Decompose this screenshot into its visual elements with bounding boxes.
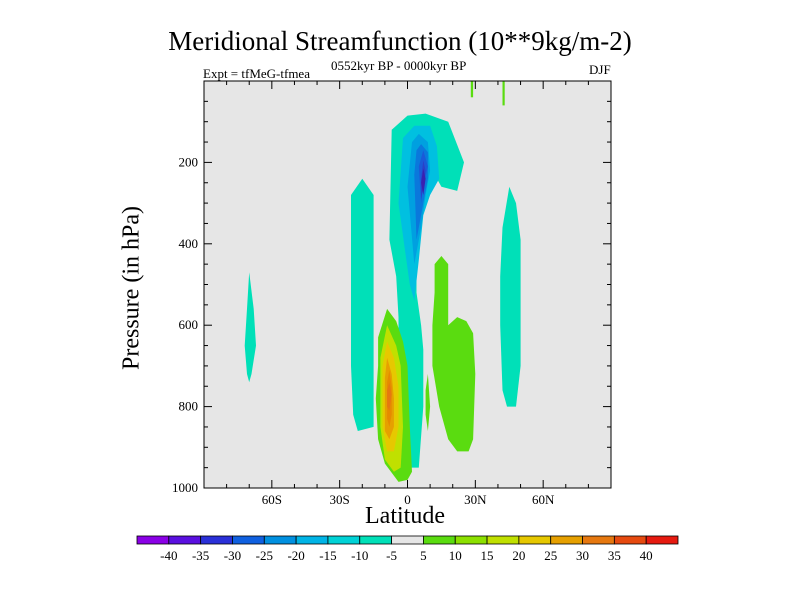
contour-region-nh-band-east [500,186,521,407]
y-tick-label: 200 [179,154,199,169]
y-tick-label: 400 [179,236,199,251]
colorbar-swatch [613,535,647,545]
colorbar: -40 -35 -30 -25 -20 -15 -10 -5 5 10 15 20 25 30 35 40 [136,535,679,563]
colorbar-label: -15 [319,548,336,563]
colorbar-swatch [232,535,265,545]
x-axis-label: Latitude [365,503,445,529]
colorbar-swatch [168,535,202,545]
colorbar-swatch [327,535,361,545]
x-tick-label: 30S [330,492,350,507]
colorbar-swatch [359,535,392,545]
season-label: DJF [589,62,611,77]
period-label: 0552kyr BP - 0000kyr BP [331,58,467,73]
contour-region-jet-core-35 [421,168,426,195]
colorbar-label: 15 [481,548,494,563]
chart-title: Meridional Streamfunction (10**9kg/m-2) [168,26,632,56]
contour-region-sh-band-west [351,178,374,431]
contour-region-nh-green-spot [425,374,431,431]
colorbar-swatch [454,535,488,545]
experiment-label: Expt = tfMeG-tfmea [203,66,310,81]
contour-region-nh-upper-anomaly [470,81,474,98]
colorbar-swatch [645,535,679,545]
colorbar-label: -35 [192,548,209,563]
minor-ticks [204,81,611,488]
x-tick-label: 0 [404,492,411,507]
contour-region-nh-upper-anomaly-2 [502,81,505,106]
y-tick-label: 1000 [172,480,198,495]
colorbar-label: 30 [576,548,589,563]
contour-region-nh-green-lobe [432,256,476,452]
colorbar-swatch [582,535,615,545]
colorbar-label: 25 [544,548,557,563]
x-tick-label: 60N [532,492,555,507]
y-ticks: 200 400 600 800 1000 [172,154,611,495]
colorbar-label: -20 [287,548,304,563]
colorbar-swatch [423,535,456,545]
colorbar-label: -40 [160,548,177,563]
contour-region-sh-column-far [244,272,256,383]
contour-region-hadley-30 [387,382,392,411]
colorbar-swatch [518,535,552,545]
colorbar-swatch [486,535,520,545]
x-tick-label: 60S [262,492,282,507]
x-tick-label: 30N [464,492,487,507]
colorbar-label: 35 [608,548,621,563]
colorbar-label: -5 [386,548,397,563]
y-tick-label: 600 [179,317,199,332]
colorbar-label: 40 [640,548,653,563]
colorbar-swatch [391,535,424,545]
colorbar-label: -10 [351,548,368,563]
contour-fills [244,81,521,482]
colorbar-swatch [200,535,233,545]
colorbar-swatch [263,535,297,545]
x-ticks: 60S 30S 0 30N 60N [262,81,555,507]
colorbar-label: -30 [224,548,241,563]
colorbar-label: 20 [512,548,525,563]
y-tick-label: 800 [179,399,199,414]
colorbar-swatch [295,535,329,545]
colorbar-swatch [550,535,583,545]
colorbar-swatch [136,535,170,545]
colorbar-label: 10 [449,548,462,563]
colorbar-label: -25 [256,548,273,563]
colorbar-label: 5 [420,548,427,563]
